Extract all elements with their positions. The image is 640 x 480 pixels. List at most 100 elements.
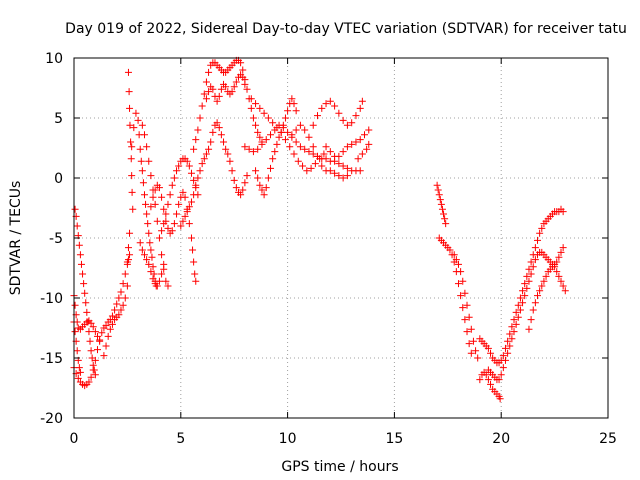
data-point <box>256 104 264 112</box>
data-point <box>525 325 533 333</box>
data-point <box>557 277 565 285</box>
data-point <box>126 104 134 112</box>
series-trace-y <box>476 368 504 403</box>
data-point <box>363 145 371 153</box>
data-point <box>256 181 264 189</box>
data-point <box>514 301 522 309</box>
data-point <box>88 354 96 362</box>
data-point <box>559 244 567 252</box>
data-point <box>309 143 317 151</box>
data-point <box>129 205 137 213</box>
data-point <box>284 128 292 136</box>
data-point <box>119 280 127 288</box>
y-tick-label: 5 <box>54 111 63 127</box>
data-point <box>497 371 505 379</box>
data-point <box>459 277 467 285</box>
data-point <box>326 148 334 156</box>
data-point <box>536 229 544 237</box>
data-point <box>534 292 542 300</box>
data-point <box>262 184 270 192</box>
data-point <box>467 325 475 333</box>
data-point <box>335 172 343 180</box>
data-point <box>86 337 94 345</box>
data-point <box>309 121 317 129</box>
data-point <box>128 188 136 196</box>
data-point <box>102 322 110 330</box>
data-point <box>521 280 529 288</box>
data-point <box>181 193 189 201</box>
data-point <box>149 263 157 271</box>
series-trace-a <box>70 251 134 390</box>
data-point <box>224 150 232 158</box>
data-point <box>499 364 507 372</box>
data-point <box>108 312 116 320</box>
data-point <box>264 114 272 122</box>
data-point <box>343 143 351 151</box>
data-point <box>123 282 131 290</box>
data-point <box>160 205 168 213</box>
data-point <box>239 73 247 81</box>
data-point <box>215 124 223 132</box>
data-point <box>358 97 366 105</box>
x-axis-label: GPS time / hours <box>281 459 398 475</box>
data-point <box>145 229 153 237</box>
data-point <box>140 131 148 139</box>
data-point <box>311 160 319 168</box>
data-point <box>196 114 204 122</box>
data-point <box>226 157 234 165</box>
data-point <box>87 319 95 327</box>
series-trace-q <box>247 95 328 175</box>
data-point <box>183 208 191 216</box>
data-point <box>527 270 535 278</box>
data-point <box>433 181 441 189</box>
data-point <box>196 167 204 175</box>
data-point <box>435 191 443 199</box>
data-point <box>153 282 161 290</box>
data-point <box>143 143 151 151</box>
data-point <box>113 300 121 308</box>
data-point <box>117 288 125 296</box>
data-point <box>183 157 191 165</box>
data-point <box>296 121 304 129</box>
data-point <box>130 124 138 132</box>
data-point <box>457 292 465 300</box>
data-point <box>519 287 527 295</box>
data-point <box>331 169 339 177</box>
data-point <box>126 121 134 129</box>
data-point <box>457 268 465 276</box>
data-point <box>434 186 442 194</box>
data-point <box>438 205 446 213</box>
data-point <box>217 131 225 139</box>
data-point <box>143 210 151 218</box>
data-point <box>348 119 356 127</box>
data-point <box>436 196 444 204</box>
data-point <box>487 349 495 357</box>
data-point <box>454 280 462 288</box>
data-point <box>254 128 262 136</box>
data-point <box>249 114 257 122</box>
data-point <box>365 140 373 148</box>
data-point <box>83 308 91 316</box>
data-point <box>288 131 296 139</box>
data-point <box>144 220 152 228</box>
data-point <box>237 59 245 67</box>
data-point <box>553 268 561 276</box>
data-point <box>275 133 283 141</box>
y-tick-label: -10 <box>40 291 63 307</box>
data-point <box>314 112 322 120</box>
data-point <box>164 282 172 290</box>
data-point <box>127 155 135 163</box>
data-point <box>230 83 238 91</box>
data-point <box>74 374 82 382</box>
data-point <box>143 256 151 264</box>
data-point <box>151 200 159 208</box>
data-point <box>521 292 529 300</box>
data-point <box>194 174 202 182</box>
data-point <box>108 320 116 328</box>
data-point <box>148 253 156 261</box>
data-point <box>487 380 495 388</box>
data-point <box>217 85 225 93</box>
series-trace-z <box>484 248 569 384</box>
data-point <box>140 251 148 259</box>
data-point <box>559 208 567 216</box>
